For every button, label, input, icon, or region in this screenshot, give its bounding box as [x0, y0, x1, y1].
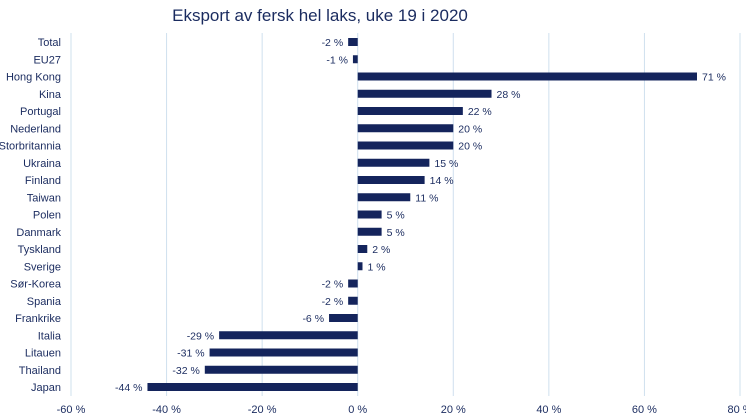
- grid-lines: [70, 33, 741, 396]
- bar: [357, 124, 454, 133]
- category-label: Litauen: [25, 348, 61, 360]
- category-labels: Total EU27 Hong Kong Kina Portugal Nederland S…: [0, 37, 62, 394]
- bar: [329, 314, 358, 322]
- bar: [357, 262, 363, 271]
- bar: [357, 210, 382, 219]
- x-axis-ticks: -60 % -40 % -20 % 0 % 20 % 40 % 60 % 80 %: [57, 404, 746, 416]
- x-tick-label: 20 %: [441, 404, 466, 416]
- value-label: -29 %: [187, 330, 214, 342]
- category-label: Spania: [27, 296, 62, 308]
- category-label: Sverige: [24, 261, 61, 273]
- value-label: 1 %: [367, 261, 385, 273]
- value-label: -1 %: [326, 54, 348, 66]
- value-label: -32 %: [172, 365, 199, 377]
- value-label: 20 %: [458, 123, 482, 135]
- x-tick-label: 60 %: [632, 404, 657, 416]
- category-label: Sør-Korea: [10, 279, 62, 291]
- x-tick-label: 40 %: [536, 404, 561, 416]
- value-label: 5 %: [387, 210, 405, 222]
- x-tick-label: 0 %: [348, 404, 367, 416]
- value-label: 22 %: [468, 106, 492, 118]
- bar: [209, 348, 358, 357]
- bar: [357, 193, 411, 202]
- bar: [357, 72, 697, 81]
- value-label: 14 %: [430, 175, 454, 187]
- x-tick-label: -60 %: [57, 404, 86, 416]
- value-label: -2 %: [322, 37, 344, 49]
- value-label: 2 %: [372, 244, 390, 256]
- x-tick-label: -40 %: [152, 404, 181, 416]
- value-label: 71 %: [702, 72, 726, 84]
- category-label: Kina: [39, 89, 62, 101]
- value-label: -2 %: [322, 296, 344, 308]
- category-label: Storbritannia: [0, 141, 62, 153]
- category-label: Italia: [38, 330, 62, 342]
- bar: [357, 158, 430, 167]
- category-label: Portugal: [20, 106, 61, 118]
- value-label: 28 %: [497, 89, 521, 101]
- category-label: Frankrike: [15, 313, 61, 325]
- bar: [204, 365, 358, 374]
- category-label: Nederland: [10, 123, 61, 135]
- value-label: 11 %: [415, 192, 438, 204]
- category-label: Ukraina: [23, 158, 62, 170]
- bar: [348, 38, 358, 46]
- category-label: Finland: [25, 175, 61, 187]
- x-tick-label: 80 %: [727, 404, 746, 416]
- category-label: Polen: [33, 210, 61, 222]
- value-labels: -2 %-1 %71 %28 %22 %20 %20 %15 %14 %11 %…: [115, 37, 726, 394]
- category-label: Thailand: [19, 365, 61, 377]
- value-label: -44 %: [115, 382, 142, 394]
- bar: [357, 227, 382, 236]
- value-label: -2 %: [322, 279, 344, 291]
- value-label: 15 %: [434, 158, 458, 170]
- bar: [348, 279, 358, 288]
- category-label: Tyskland: [18, 244, 61, 256]
- bar: [219, 331, 358, 340]
- bar: [357, 141, 454, 150]
- category-label: Japan: [31, 382, 61, 394]
- chart-title: Eksport av fersk hel laks, uke 19 i 2020: [172, 6, 468, 25]
- category-label: Total: [38, 37, 61, 49]
- bar: [357, 107, 463, 115]
- category-label: Danmark: [16, 227, 61, 239]
- value-label: 5 %: [387, 227, 405, 239]
- bar: [147, 383, 358, 391]
- bar: [348, 296, 358, 305]
- category-label: Hong Kong: [6, 72, 61, 84]
- value-label: -31 %: [177, 348, 204, 360]
- x-tick-label: -20 %: [248, 404, 277, 416]
- category-label: EU27: [33, 54, 61, 66]
- bar: [357, 176, 425, 184]
- category-label: Taiwan: [27, 192, 61, 204]
- value-label: -6 %: [302, 313, 324, 325]
- bar: [357, 89, 492, 98]
- bars: [147, 38, 697, 391]
- bar: [352, 55, 358, 64]
- value-label: 20 %: [458, 141, 482, 153]
- bar: [357, 245, 368, 253]
